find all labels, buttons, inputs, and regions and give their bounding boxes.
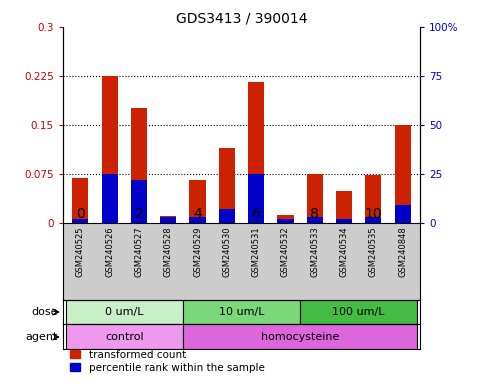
Bar: [160, 217, 176, 223]
Text: GSM240533: GSM240533: [310, 227, 319, 277]
Bar: [365, 217, 382, 223]
Text: GSM240535: GSM240535: [369, 227, 378, 277]
Bar: [160, 216, 176, 223]
Text: 0 um/L: 0 um/L: [105, 307, 143, 317]
Bar: [395, 205, 411, 223]
Text: 10 um/L: 10 um/L: [219, 307, 264, 317]
Text: GSM240848: GSM240848: [398, 227, 407, 277]
Bar: [277, 215, 294, 223]
Bar: [131, 180, 147, 223]
Bar: [189, 180, 206, 223]
Text: GSM240528: GSM240528: [164, 227, 173, 277]
Bar: [277, 219, 294, 223]
Text: 100 um/L: 100 um/L: [332, 307, 385, 317]
Bar: [72, 219, 88, 223]
Bar: [219, 147, 235, 223]
Text: GSM240532: GSM240532: [281, 227, 290, 277]
Text: control: control: [105, 332, 143, 342]
Text: homocysteine: homocysteine: [261, 332, 339, 342]
Bar: [395, 125, 411, 223]
Bar: [365, 175, 382, 223]
Bar: [101, 174, 118, 223]
Title: GDS3413 / 390014: GDS3413 / 390014: [176, 12, 307, 26]
Text: agent: agent: [26, 332, 58, 342]
Bar: [248, 83, 264, 223]
Text: GSM240531: GSM240531: [252, 227, 261, 277]
Bar: [183, 324, 417, 349]
Text: GSM240534: GSM240534: [340, 227, 349, 277]
Text: GSM240527: GSM240527: [134, 227, 143, 277]
Bar: [307, 217, 323, 223]
Bar: [189, 217, 206, 223]
Text: dose: dose: [31, 307, 58, 317]
Text: GSM240525: GSM240525: [76, 227, 85, 277]
Bar: [101, 76, 118, 223]
Bar: [219, 209, 235, 223]
Bar: [131, 109, 147, 223]
Bar: [307, 174, 323, 223]
Legend: transformed count, percentile rank within the sample: transformed count, percentile rank withi…: [68, 348, 267, 375]
Bar: [336, 219, 352, 223]
Bar: [66, 300, 183, 324]
Bar: [183, 300, 300, 324]
Text: GSM240526: GSM240526: [105, 227, 114, 277]
Bar: [336, 191, 352, 223]
Text: GSM240530: GSM240530: [222, 227, 231, 277]
Bar: [72, 178, 88, 223]
Bar: [66, 324, 183, 349]
Bar: [248, 174, 264, 223]
Bar: [300, 300, 417, 324]
Text: GSM240529: GSM240529: [193, 227, 202, 277]
